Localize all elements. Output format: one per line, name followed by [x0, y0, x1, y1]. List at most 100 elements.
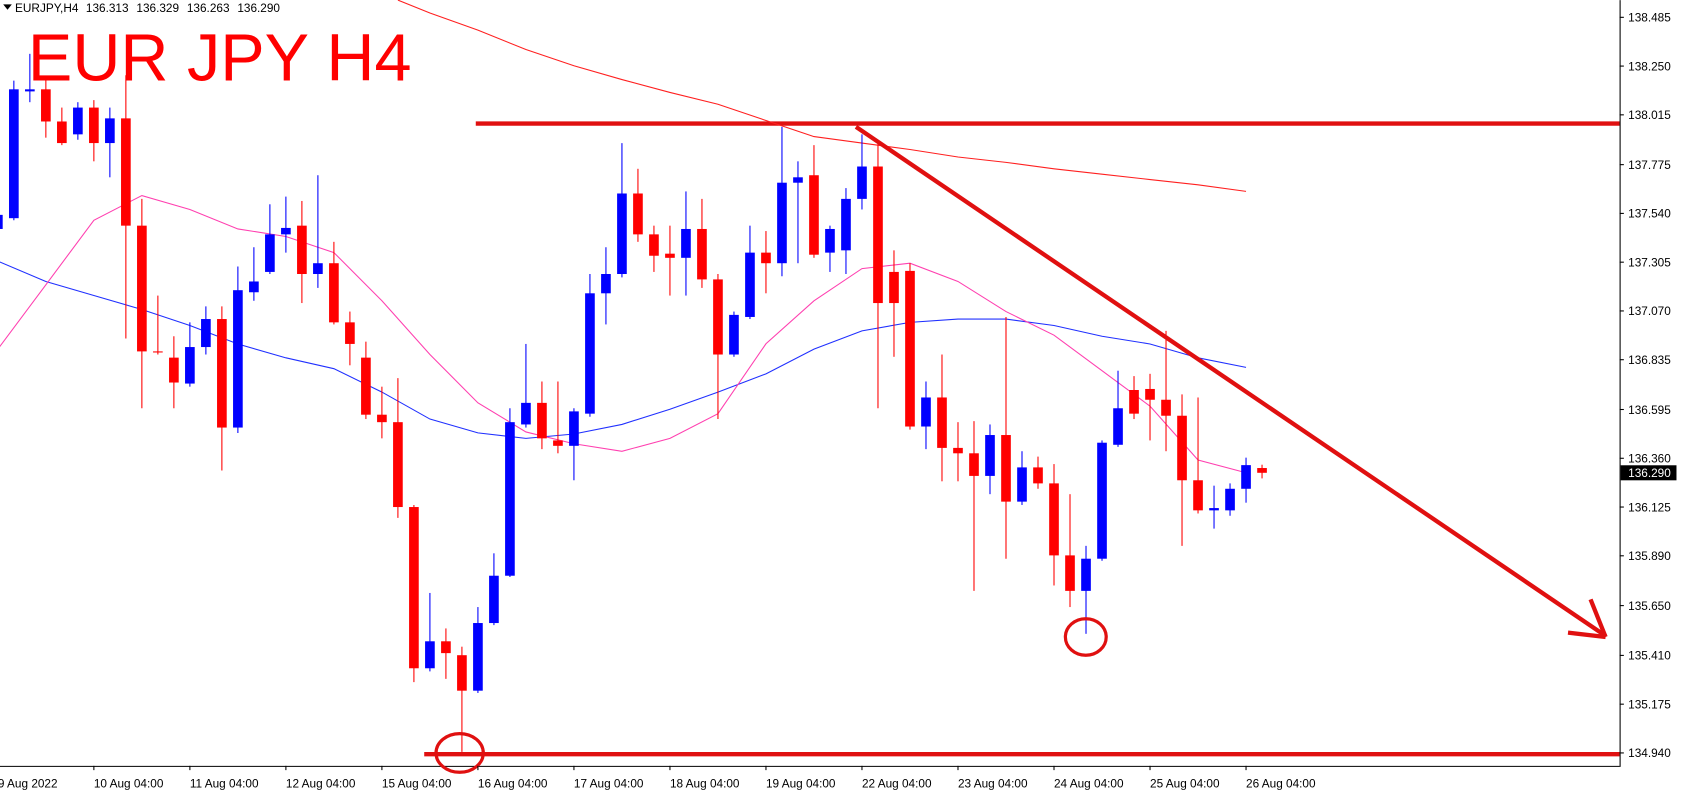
candle-body	[1113, 408, 1123, 445]
y-tick-label: 137.775	[1628, 158, 1671, 172]
candle-body	[617, 193, 627, 275]
candle-body	[1049, 483, 1059, 556]
candle-body	[953, 447, 963, 454]
candle-body	[457, 655, 467, 691]
candle-body	[601, 274, 611, 294]
x-tick-label: 25 Aug 04:00	[1150, 776, 1220, 790]
candle-body	[377, 414, 387, 423]
candle-body	[809, 175, 819, 255]
candle-body	[1017, 467, 1027, 502]
x-tick-label: 19 Aug 04:00	[766, 776, 836, 790]
candle-body	[89, 107, 99, 144]
candle-body	[553, 440, 563, 446]
candle-body	[281, 227, 291, 235]
candle-body	[681, 228, 691, 258]
candle-body	[137, 225, 147, 352]
candle-body	[233, 290, 243, 428]
candle-body	[249, 281, 259, 293]
x-tick-label: 23 Aug 04:00	[958, 776, 1028, 790]
candle-body	[361, 357, 371, 415]
candle-body	[985, 435, 995, 476]
candle-body	[1033, 467, 1043, 484]
x-tick-label: 22 Aug 04:00	[862, 776, 932, 790]
candle-body	[217, 319, 227, 428]
x-tick-label: 12 Aug 04:00	[286, 776, 356, 790]
x-tick-label: 10 Aug 04:00	[94, 776, 164, 790]
candle-body	[1081, 558, 1091, 591]
candle-body	[665, 253, 675, 258]
low-circle	[1063, 617, 1108, 657]
candle-body	[505, 422, 515, 576]
x-tick-label: 11 Aug 04:00	[190, 776, 259, 790]
menu-arrow[interactable]	[3, 4, 12, 10]
candle-body	[1001, 435, 1011, 502]
plot-area	[0, 0, 1620, 757]
y-tick-label: 135.175	[1628, 697, 1671, 711]
candle-body	[121, 118, 131, 226]
quote-close: 136.290	[237, 1, 280, 15]
candle-body	[169, 357, 179, 383]
candle-body	[1193, 480, 1203, 511]
candle-body	[153, 351, 163, 353]
candle-body	[793, 177, 803, 183]
candle-body	[585, 293, 595, 414]
candle-body	[697, 228, 707, 280]
candle-body	[825, 228, 835, 253]
candle-body	[745, 252, 755, 317]
y-tick-label: 136.125	[1628, 500, 1671, 514]
candle-body	[761, 252, 771, 264]
x-tick-label: 17 Aug 04:00	[574, 776, 644, 790]
candle-body	[9, 89, 19, 219]
y-tick-label: 136.835	[1628, 353, 1671, 367]
y-tick-label: 136.360	[1628, 452, 1671, 466]
x-tick-label: 15 Aug 04:00	[382, 776, 452, 790]
quote-low: 136.263	[187, 1, 230, 15]
candle-body	[649, 234, 659, 256]
y-tick-label: 137.305	[1628, 255, 1671, 269]
chart-title: EUR JPY H4	[28, 22, 412, 96]
trend-line	[854, 125, 1607, 638]
y-tick-label: 134.940	[1628, 746, 1671, 760]
candle-body	[73, 107, 83, 135]
candle-body	[1161, 399, 1171, 416]
candle-body	[857, 166, 867, 199]
candle-body	[729, 314, 739, 355]
candle-body	[905, 270, 915, 427]
candle-body	[569, 411, 579, 446]
candle-body	[937, 397, 947, 448]
candle-body	[1257, 468, 1267, 473]
candle-body	[521, 402, 531, 425]
y-tick-label: 137.540	[1628, 207, 1671, 221]
candle-body	[201, 319, 211, 348]
y-tick-label: 138.250	[1628, 59, 1671, 73]
arrow-head	[1588, 598, 1608, 638]
candle-body	[1177, 415, 1187, 481]
candle-body	[473, 623, 483, 691]
current-price-label: 136.290	[1628, 466, 1671, 480]
candle-body	[489, 575, 499, 624]
current-price-box	[1620, 465, 1677, 481]
candle-body	[713, 279, 723, 355]
symbol-label: EURJPY,H4	[15, 1, 79, 15]
candle-body	[1225, 488, 1235, 511]
candle-body	[265, 234, 275, 272]
candle-body	[425, 641, 435, 669]
candle-body	[921, 397, 931, 427]
x-tick-label: 16 Aug 04:00	[478, 776, 548, 790]
x-tick-label: 18 Aug 04:00	[670, 776, 740, 790]
candle-body	[0, 214, 3, 229]
y-tick-label: 135.890	[1628, 549, 1671, 563]
candle-body	[441, 641, 451, 654]
candle-body	[1129, 390, 1139, 414]
candle-body	[105, 118, 115, 144]
candle-body	[41, 89, 51, 122]
low-circle	[434, 732, 485, 774]
quote-high: 136.329	[136, 1, 179, 15]
candle-body	[57, 121, 67, 144]
y-tick-label: 138.015	[1628, 108, 1671, 122]
candle-body	[1145, 388, 1155, 400]
x-tick-label: 24 Aug 04:00	[1054, 776, 1124, 790]
